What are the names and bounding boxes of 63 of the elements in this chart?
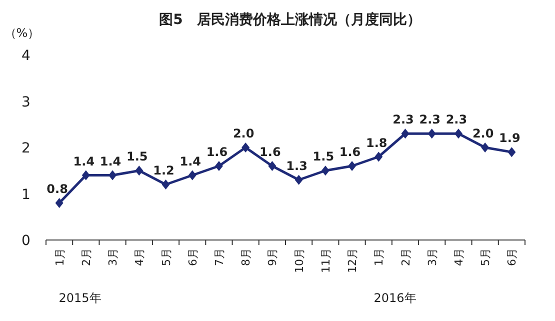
data-label: 0.8 xyxy=(46,182,68,196)
x-tick-label: 7月 xyxy=(212,248,226,266)
text: 2015年 xyxy=(58,291,102,305)
data-label: 1.4 xyxy=(73,154,95,168)
text: 2016年 xyxy=(374,291,416,305)
chart-title: 图5 居民消费价格上涨情况（月度同比） xyxy=(159,11,421,28)
point xyxy=(82,170,90,180)
data-label: 2.0 xyxy=(232,126,254,140)
point xyxy=(348,161,356,171)
point xyxy=(321,166,330,176)
y-tick-label: 1 xyxy=(22,186,30,203)
x-tick-label: 9月 xyxy=(266,248,280,266)
point xyxy=(481,142,490,152)
data-label: 1.5 xyxy=(126,150,148,164)
x-tick-label: 6月 xyxy=(186,248,200,266)
data-label: 1.4 xyxy=(180,154,201,168)
point xyxy=(108,170,117,180)
point xyxy=(135,166,144,176)
data-label: 1.2 xyxy=(153,164,174,178)
data-label: 1.6 xyxy=(260,145,281,159)
x-tick-label: 2月 xyxy=(80,248,93,266)
y-tick-label: 3 xyxy=(22,94,30,110)
x-tick-label: 4月 xyxy=(452,248,466,266)
point xyxy=(268,161,276,171)
data-label: 1.8 xyxy=(366,136,388,150)
x-tick-label: 11月 xyxy=(319,248,332,273)
point xyxy=(294,174,303,185)
data-label: 1.6 xyxy=(206,145,228,159)
data-label: 1.9 xyxy=(499,131,520,146)
x-tick-label: 5月 xyxy=(160,248,173,266)
data-label: 2.0 xyxy=(472,126,494,140)
data-label: 1.6 xyxy=(339,145,361,159)
y-tick-label: 2 xyxy=(22,140,30,156)
y-tick-label: 0 xyxy=(22,233,30,249)
point xyxy=(401,128,410,139)
point xyxy=(242,142,250,152)
data-label: 1.3 xyxy=(286,158,308,173)
x-tick-label: 12月 xyxy=(346,248,360,273)
data-label: 2.3 xyxy=(419,112,440,127)
x-tick-label: 3月 xyxy=(426,248,439,266)
data-label: 2.3 xyxy=(446,112,468,127)
point xyxy=(508,147,516,158)
point xyxy=(55,198,64,208)
data-label: 1.4 xyxy=(100,154,122,168)
x-tick-label: 1月 xyxy=(372,248,386,266)
x-tick-label: 2月 xyxy=(399,248,412,266)
x-tick-label: 10月 xyxy=(292,248,306,273)
point xyxy=(162,180,170,190)
y-axis-title: （%） xyxy=(4,26,40,40)
x-tick-label: 5月 xyxy=(479,248,492,266)
point xyxy=(374,152,383,162)
point xyxy=(188,170,196,180)
data-label: 1.5 xyxy=(312,150,334,164)
point xyxy=(214,161,223,171)
x-tick-label: 6月 xyxy=(506,248,519,266)
x-tick-label: 3月 xyxy=(106,248,120,266)
point xyxy=(454,128,462,139)
y-tick-label: 4 xyxy=(22,48,31,64)
data-label: 2.3 xyxy=(392,112,414,127)
x-tick-label: 4月 xyxy=(133,248,146,266)
x-tick-label: 1月 xyxy=(53,248,66,266)
point xyxy=(428,128,436,139)
x-tick-label: 8月 xyxy=(240,248,253,266)
